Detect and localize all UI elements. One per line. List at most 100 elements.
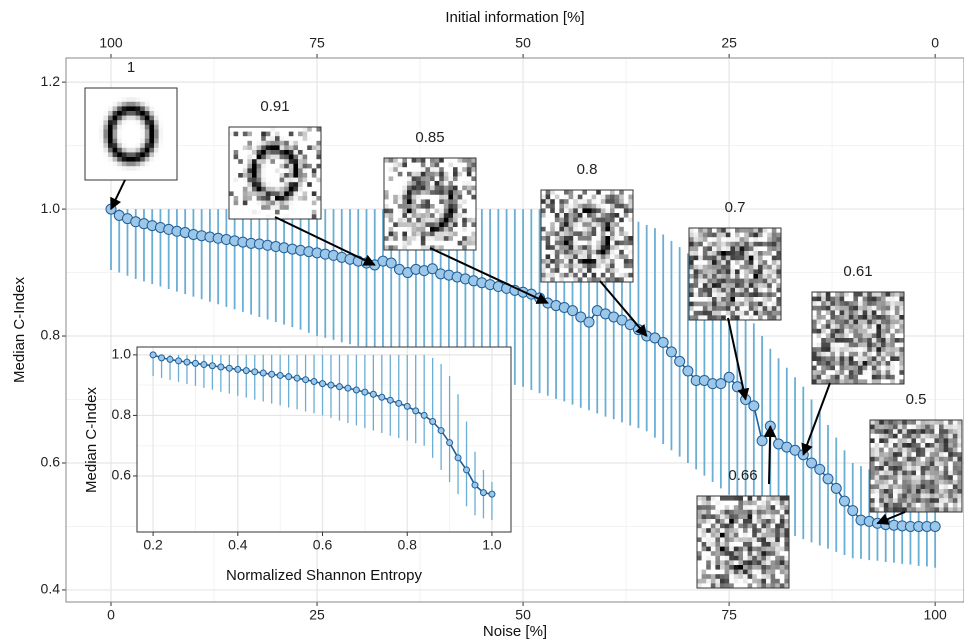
thumbnail-pixel: [569, 213, 574, 218]
thumbnail-pixel: [948, 457, 953, 462]
thumbnail-pixel: [893, 471, 898, 476]
thumbnail-pixel: [884, 448, 889, 453]
thumbnail-pixel: [252, 136, 257, 141]
thumbnail-pixel: [740, 251, 745, 256]
thumbnail-pixel: [763, 251, 768, 256]
thumbnail-pixel: [435, 186, 440, 191]
thumbnail-pixel: [234, 141, 239, 146]
thumbnail-pixel: [893, 420, 898, 425]
thumbnail-pixel: [752, 570, 757, 575]
thumbnail-pixel: [140, 166, 145, 171]
thumbnail-pixel: [448, 163, 453, 168]
thumbnail-pixel: [767, 283, 772, 288]
thumbnail-pixel: [90, 162, 95, 167]
thumbnail-pixel: [578, 254, 583, 259]
thumbnail-pixel: [734, 579, 739, 584]
thumbnail-pixel: [863, 375, 868, 380]
thumbnail-pixel: [740, 233, 745, 238]
thumbnail-pixel: [573, 259, 578, 264]
thumbnail-pixel: [149, 88, 154, 93]
thumbnail-pixel: [569, 195, 574, 200]
thumbnail-pixel: [953, 466, 958, 471]
thumbnail-pixel: [462, 190, 467, 195]
thumbnail-pixel: [402, 190, 407, 195]
thumbnail-pixel: [619, 218, 624, 223]
thumbnail-pixel: [582, 204, 587, 209]
thumbnail-pixel: [748, 574, 753, 579]
thumbnail-pixel: [425, 241, 430, 246]
thumbnail-pixel: [238, 205, 243, 210]
thumbnail-pixel: [280, 168, 285, 173]
thumbnail-pixel: [453, 172, 458, 177]
thumbnail-pixel: [761, 528, 766, 533]
thumbnail-pixel: [921, 457, 926, 462]
thumbnail-pixel: [234, 182, 239, 187]
thumbnail-pixel: [234, 191, 239, 196]
thumbnail-pixel: [888, 494, 893, 499]
thumbnail-pixel: [758, 256, 763, 261]
thumbnail-pixel: [439, 195, 444, 200]
thumbnail-pixel: [393, 163, 398, 168]
data-point: [404, 403, 410, 409]
thumbnail-pixel: [740, 279, 745, 284]
thumbnail-pixel: [582, 273, 587, 278]
thumbnail-pixel: [555, 231, 560, 236]
data-point: [294, 375, 300, 381]
thumbnail-pixel: [939, 434, 944, 439]
thumbnail-pixel: [275, 182, 280, 187]
thumbnail-pixel: [758, 283, 763, 288]
thumbnail-pixel: [821, 292, 826, 297]
thumbnail-pixel: [430, 158, 435, 163]
top-tick-label: 100: [99, 35, 123, 51]
y-tick-label: 0.6: [112, 467, 132, 483]
thumbnail-pixel: [619, 222, 624, 227]
thumbnail-pixel: [159, 116, 164, 121]
thumbnail-pixel: [734, 570, 739, 575]
thumbnail-pixel: [703, 288, 708, 293]
thumbnail-pixel: [907, 494, 912, 499]
thumbnail-pixel: [108, 116, 113, 121]
thumbnail-pixel: [448, 190, 453, 195]
thumbnail-pixel: [761, 537, 766, 542]
thumbnail-pixel: [592, 254, 597, 259]
thumbnail-pixel: [840, 347, 845, 352]
thumbnail-pixel: [881, 366, 886, 371]
thumbnail-pixel: [229, 145, 234, 150]
thumbnail-pixel: [159, 134, 164, 139]
thumbnail-pixel: [569, 268, 574, 273]
thumbnail-pixel: [596, 218, 601, 223]
thumbnail-pixel: [835, 315, 840, 320]
thumbnail-pixel: [389, 158, 394, 163]
thumbnail-pixel: [458, 176, 463, 181]
thumbnail-pixel: [131, 171, 136, 176]
thumbnail-pixel: [564, 199, 569, 204]
thumbnail-pixel: [867, 375, 872, 380]
thumbnail-pixel: [844, 333, 849, 338]
thumbnail-pixel: [712, 237, 717, 242]
thumbnail-pixel: [698, 260, 703, 265]
thumbnail-pixel: [113, 134, 118, 139]
thumbnail-pixel: [569, 250, 574, 255]
thumbnail-pixel: [888, 438, 893, 443]
thumbnail-pixel: [872, 301, 877, 306]
thumbnail-pixel: [886, 347, 891, 352]
thumbnail-pixel: [886, 297, 891, 302]
thumbnail-pixel: [592, 204, 597, 209]
thumbnail-pixel: [725, 579, 730, 584]
thumbnail-pixel: [890, 329, 895, 334]
thumbnail-pixel: [402, 236, 407, 241]
thumbnail-pixel: [911, 466, 916, 471]
thumbnail-pixel: [117, 162, 122, 167]
thumbnail-pixel: [117, 129, 122, 134]
thumbnail-pixel: [444, 163, 449, 168]
thumbnail-pixel: [541, 245, 546, 250]
thumbnail-pixel: [453, 158, 458, 163]
thumbnail-pixel: [407, 167, 412, 172]
thumbnail-pixel: [619, 204, 624, 209]
thumbnail-pixel: [402, 195, 407, 200]
thumbnail-pixel: [113, 148, 118, 153]
thumbnail-pixel: [108, 102, 113, 107]
thumbnail-pixel: [307, 127, 312, 132]
thumbnail-pixel: [247, 196, 252, 201]
thumbnail-pixel: [238, 187, 243, 192]
